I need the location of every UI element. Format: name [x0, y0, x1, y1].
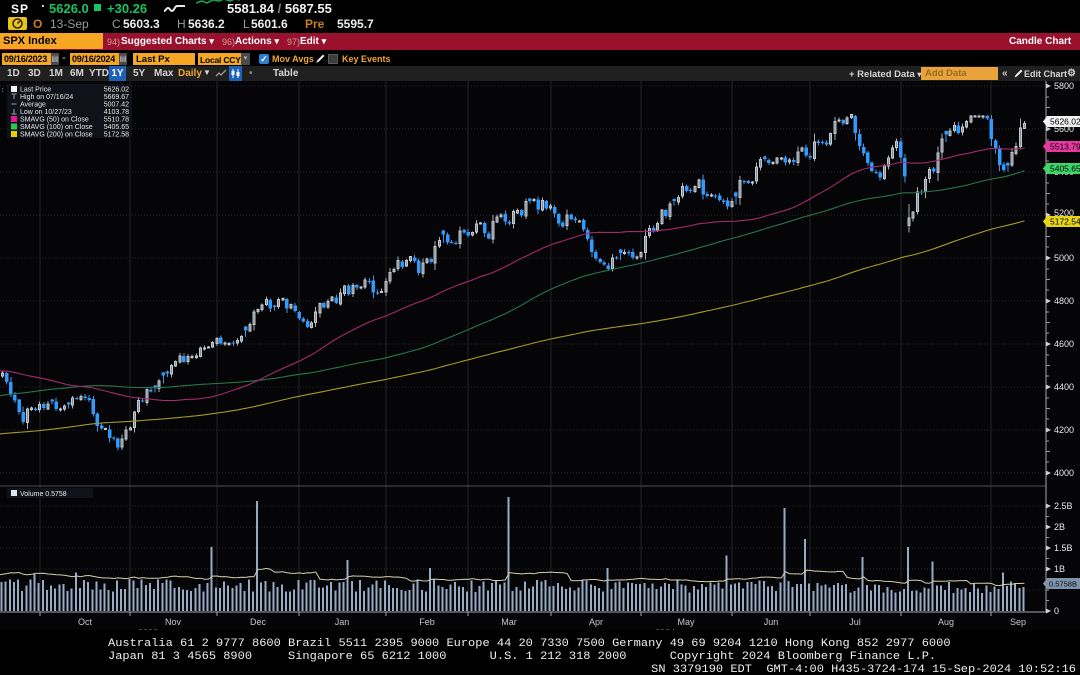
svg-text:May: May: [677, 617, 695, 627]
svg-text:4103.78: 4103.78: [104, 109, 129, 116]
svg-text:5600: 5600: [1054, 124, 1074, 134]
svg-text:4000: 4000: [1054, 468, 1074, 478]
svg-text:4400: 4400: [1054, 382, 1074, 392]
svg-text:Aug: Aug: [938, 617, 954, 627]
svg-text:SMAVG (100) on Close: SMAVG (100) on Close: [20, 124, 93, 131]
svg-text:Low on 10/27/23: Low on 10/27/23: [20, 109, 72, 116]
svg-text:5172.54: 5172.54: [1050, 217, 1080, 227]
svg-text:2B: 2B: [1054, 522, 1065, 532]
svg-text:Dec: Dec: [250, 617, 267, 627]
svg-text:High on 07/16/24: High on 07/16/24: [20, 94, 73, 101]
svg-text:Jul: Jul: [849, 617, 861, 627]
svg-text:↕: ↕: [1, 87, 5, 94]
svg-text:5669.67: 5669.67: [104, 94, 129, 101]
svg-text:5513.79: 5513.79: [1050, 142, 1080, 152]
svg-text:5200: 5200: [1054, 208, 1074, 218]
svg-text:4200: 4200: [1054, 425, 1074, 435]
svg-text:5626.02: 5626.02: [104, 87, 129, 94]
svg-text:5172.58: 5172.58: [104, 132, 129, 139]
svg-text:Apr: Apr: [589, 617, 603, 627]
svg-text:5626.02: 5626.02: [1050, 117, 1080, 127]
svg-text:Volume 0.5758: Volume 0.5758: [20, 491, 67, 498]
svg-text:Mar: Mar: [501, 617, 517, 627]
svg-text:Sep: Sep: [1010, 617, 1026, 627]
svg-text:0.5758B: 0.5758B: [1049, 580, 1077, 589]
svg-text:Nov: Nov: [165, 617, 182, 627]
svg-text:Oct: Oct: [78, 617, 93, 627]
svg-text:2.5B: 2.5B: [1054, 501, 1073, 511]
svg-text:1.5B: 1.5B: [1054, 543, 1073, 553]
svg-text:SMAVG (200) on Close: SMAVG (200) on Close: [20, 132, 93, 139]
svg-text:5800: 5800: [1054, 81, 1074, 91]
svg-text:0: 0: [1054, 606, 1059, 616]
svg-text:Last Price: Last Price: [20, 87, 51, 94]
svg-text:SMAVG (50) on Close: SMAVG (50) on Close: [20, 117, 89, 124]
svg-text:Average: Average: [20, 102, 46, 109]
svg-text:Jun: Jun: [764, 617, 779, 627]
svg-text:5510.78: 5510.78: [104, 117, 129, 124]
svg-text:Jan: Jan: [335, 617, 350, 627]
svg-text:4800: 4800: [1054, 296, 1074, 306]
svg-text:2024: 2024: [655, 628, 675, 630]
svg-text:5405.65: 5405.65: [104, 124, 129, 131]
svg-text:4600: 4600: [1054, 339, 1074, 349]
svg-text:5007.42: 5007.42: [104, 102, 129, 109]
svg-text:2023: 2023: [138, 628, 158, 630]
svg-text:1B: 1B: [1054, 564, 1065, 574]
svg-text:5405.65: 5405.65: [1050, 164, 1080, 174]
svg-text:Feb: Feb: [419, 617, 435, 627]
svg-text:5000: 5000: [1054, 253, 1074, 263]
